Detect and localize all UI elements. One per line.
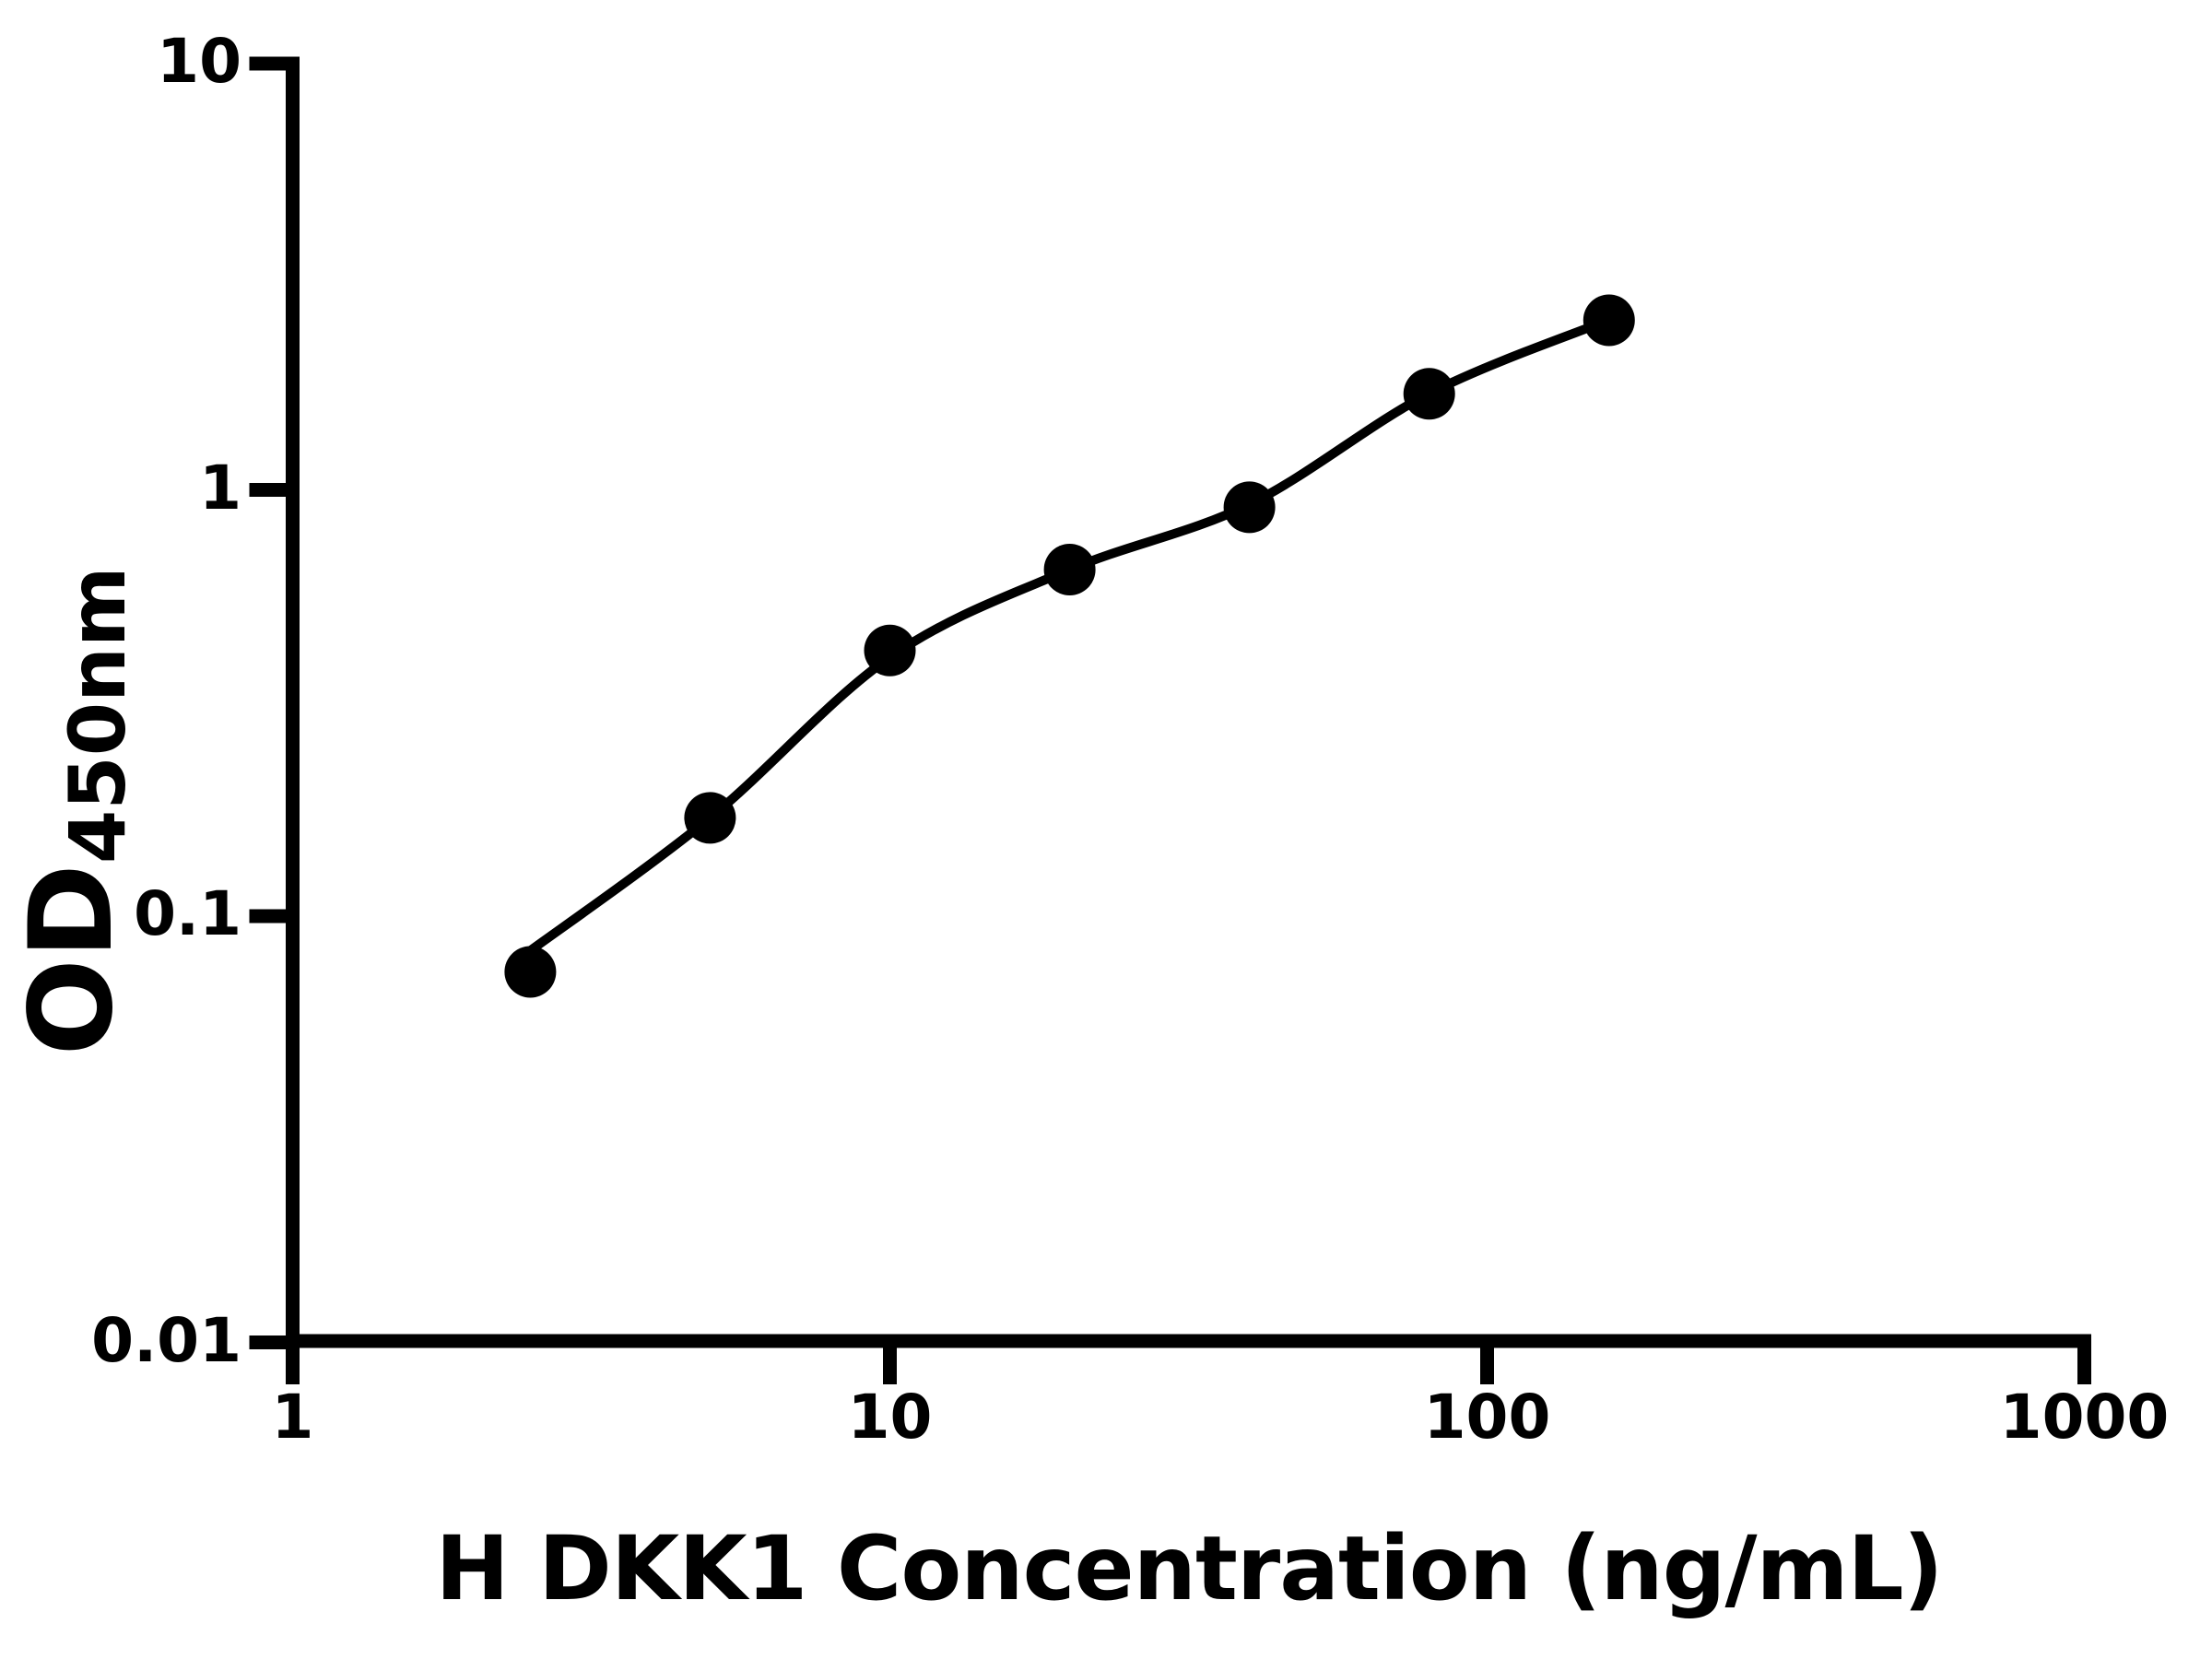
y-tick-label: 0.1 bbox=[134, 878, 241, 949]
x-tick-label: 1000 bbox=[1999, 1382, 2170, 1453]
y-tick-label: 0.01 bbox=[91, 1304, 241, 1376]
x-tick-label: 1 bbox=[271, 1382, 314, 1453]
data-point bbox=[1043, 544, 1096, 595]
data-point bbox=[864, 624, 916, 677]
data-point bbox=[504, 946, 557, 998]
data-point bbox=[1403, 368, 1455, 420]
x-axis-title: H DKK1 Concentration (ng/mL) bbox=[435, 1517, 1943, 1620]
data-point bbox=[684, 792, 736, 844]
fit-curve bbox=[524, 315, 1611, 957]
y-tick-label: 1 bbox=[199, 452, 241, 524]
y-axis-title-subscript: 450nm bbox=[53, 566, 144, 865]
data-point bbox=[1223, 481, 1276, 534]
x-tick-label: 10 bbox=[847, 1382, 933, 1453]
y-tick-label: 10 bbox=[157, 26, 241, 97]
data-point bbox=[1583, 294, 1635, 347]
x-tick-label: 100 bbox=[1423, 1382, 1551, 1453]
y-axis-title: OD450nm bbox=[6, 566, 143, 1055]
